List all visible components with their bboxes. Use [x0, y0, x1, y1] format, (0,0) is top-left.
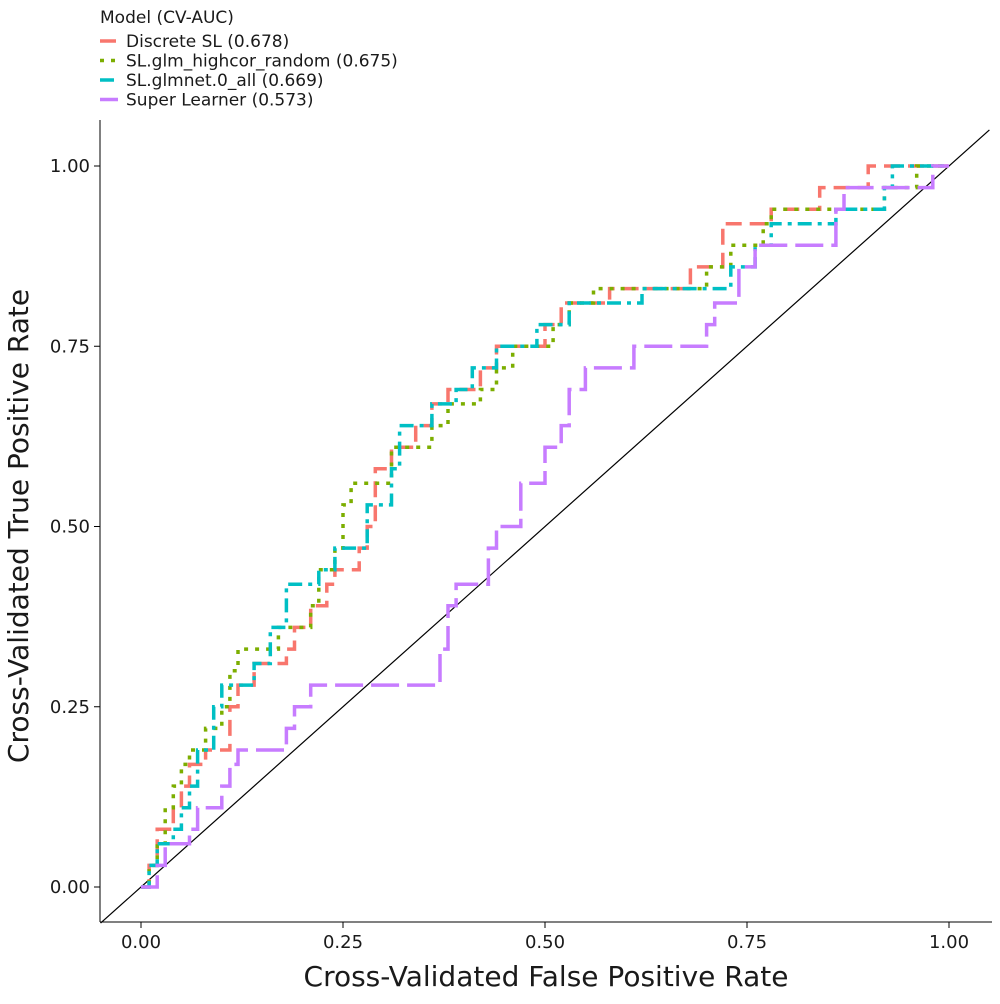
y-ticks: 0.00 0.25 0.50 0.75 1.00	[50, 156, 100, 898]
axes: 0.00 0.25 0.50 0.75 1.00 0.00 0.25 0.50 0.75 1.0…	[50, 120, 992, 953]
y-tick-label: 0.75	[50, 336, 90, 357]
series-layer	[141, 164, 949, 889]
legend-label-1: Discrete SL (0.678)	[126, 32, 289, 52]
series-line-4	[141, 164, 949, 889]
legend: Model (CV-AUC) Discrete SL (0.678)SL.glm…	[100, 8, 398, 111]
legend-entries: Discrete SL (0.678)SL.glm_highcor_random…	[100, 32, 398, 111]
legend-label-4: Super Learner (0.573)	[126, 91, 314, 111]
x-tick-label: 1.00	[929, 932, 969, 953]
x-tick-label: 0.25	[323, 932, 363, 953]
y-axis-title: Cross-Validated True Positive Rate	[2, 289, 35, 763]
y-tick-label: 0.50	[50, 517, 90, 538]
x-tick-label: 0.75	[727, 932, 767, 953]
reference-diagonal-line	[100, 129, 990, 924]
plot-area	[100, 129, 990, 924]
x-tick-label: 0.50	[525, 932, 565, 953]
y-tick-label: 1.00	[50, 156, 90, 177]
legend-label-2: SL.glm_highcor_random (0.675)	[126, 52, 398, 72]
y-tick-label: 0.25	[50, 697, 90, 718]
x-ticks: 0.00 0.25 0.50 0.75 1.00	[121, 922, 969, 953]
legend-label-3: SL.glmnet.0_all (0.669)	[126, 71, 324, 91]
y-tick-label: 0.00	[50, 877, 90, 898]
series-line-2	[141, 164, 949, 889]
x-tick-label: 0.00	[121, 932, 161, 953]
series-line-1	[141, 164, 949, 889]
legend-title: Model (CV-AUC)	[100, 8, 234, 28]
x-axis-title: Cross-Validated False Positive Rate	[304, 960, 789, 993]
